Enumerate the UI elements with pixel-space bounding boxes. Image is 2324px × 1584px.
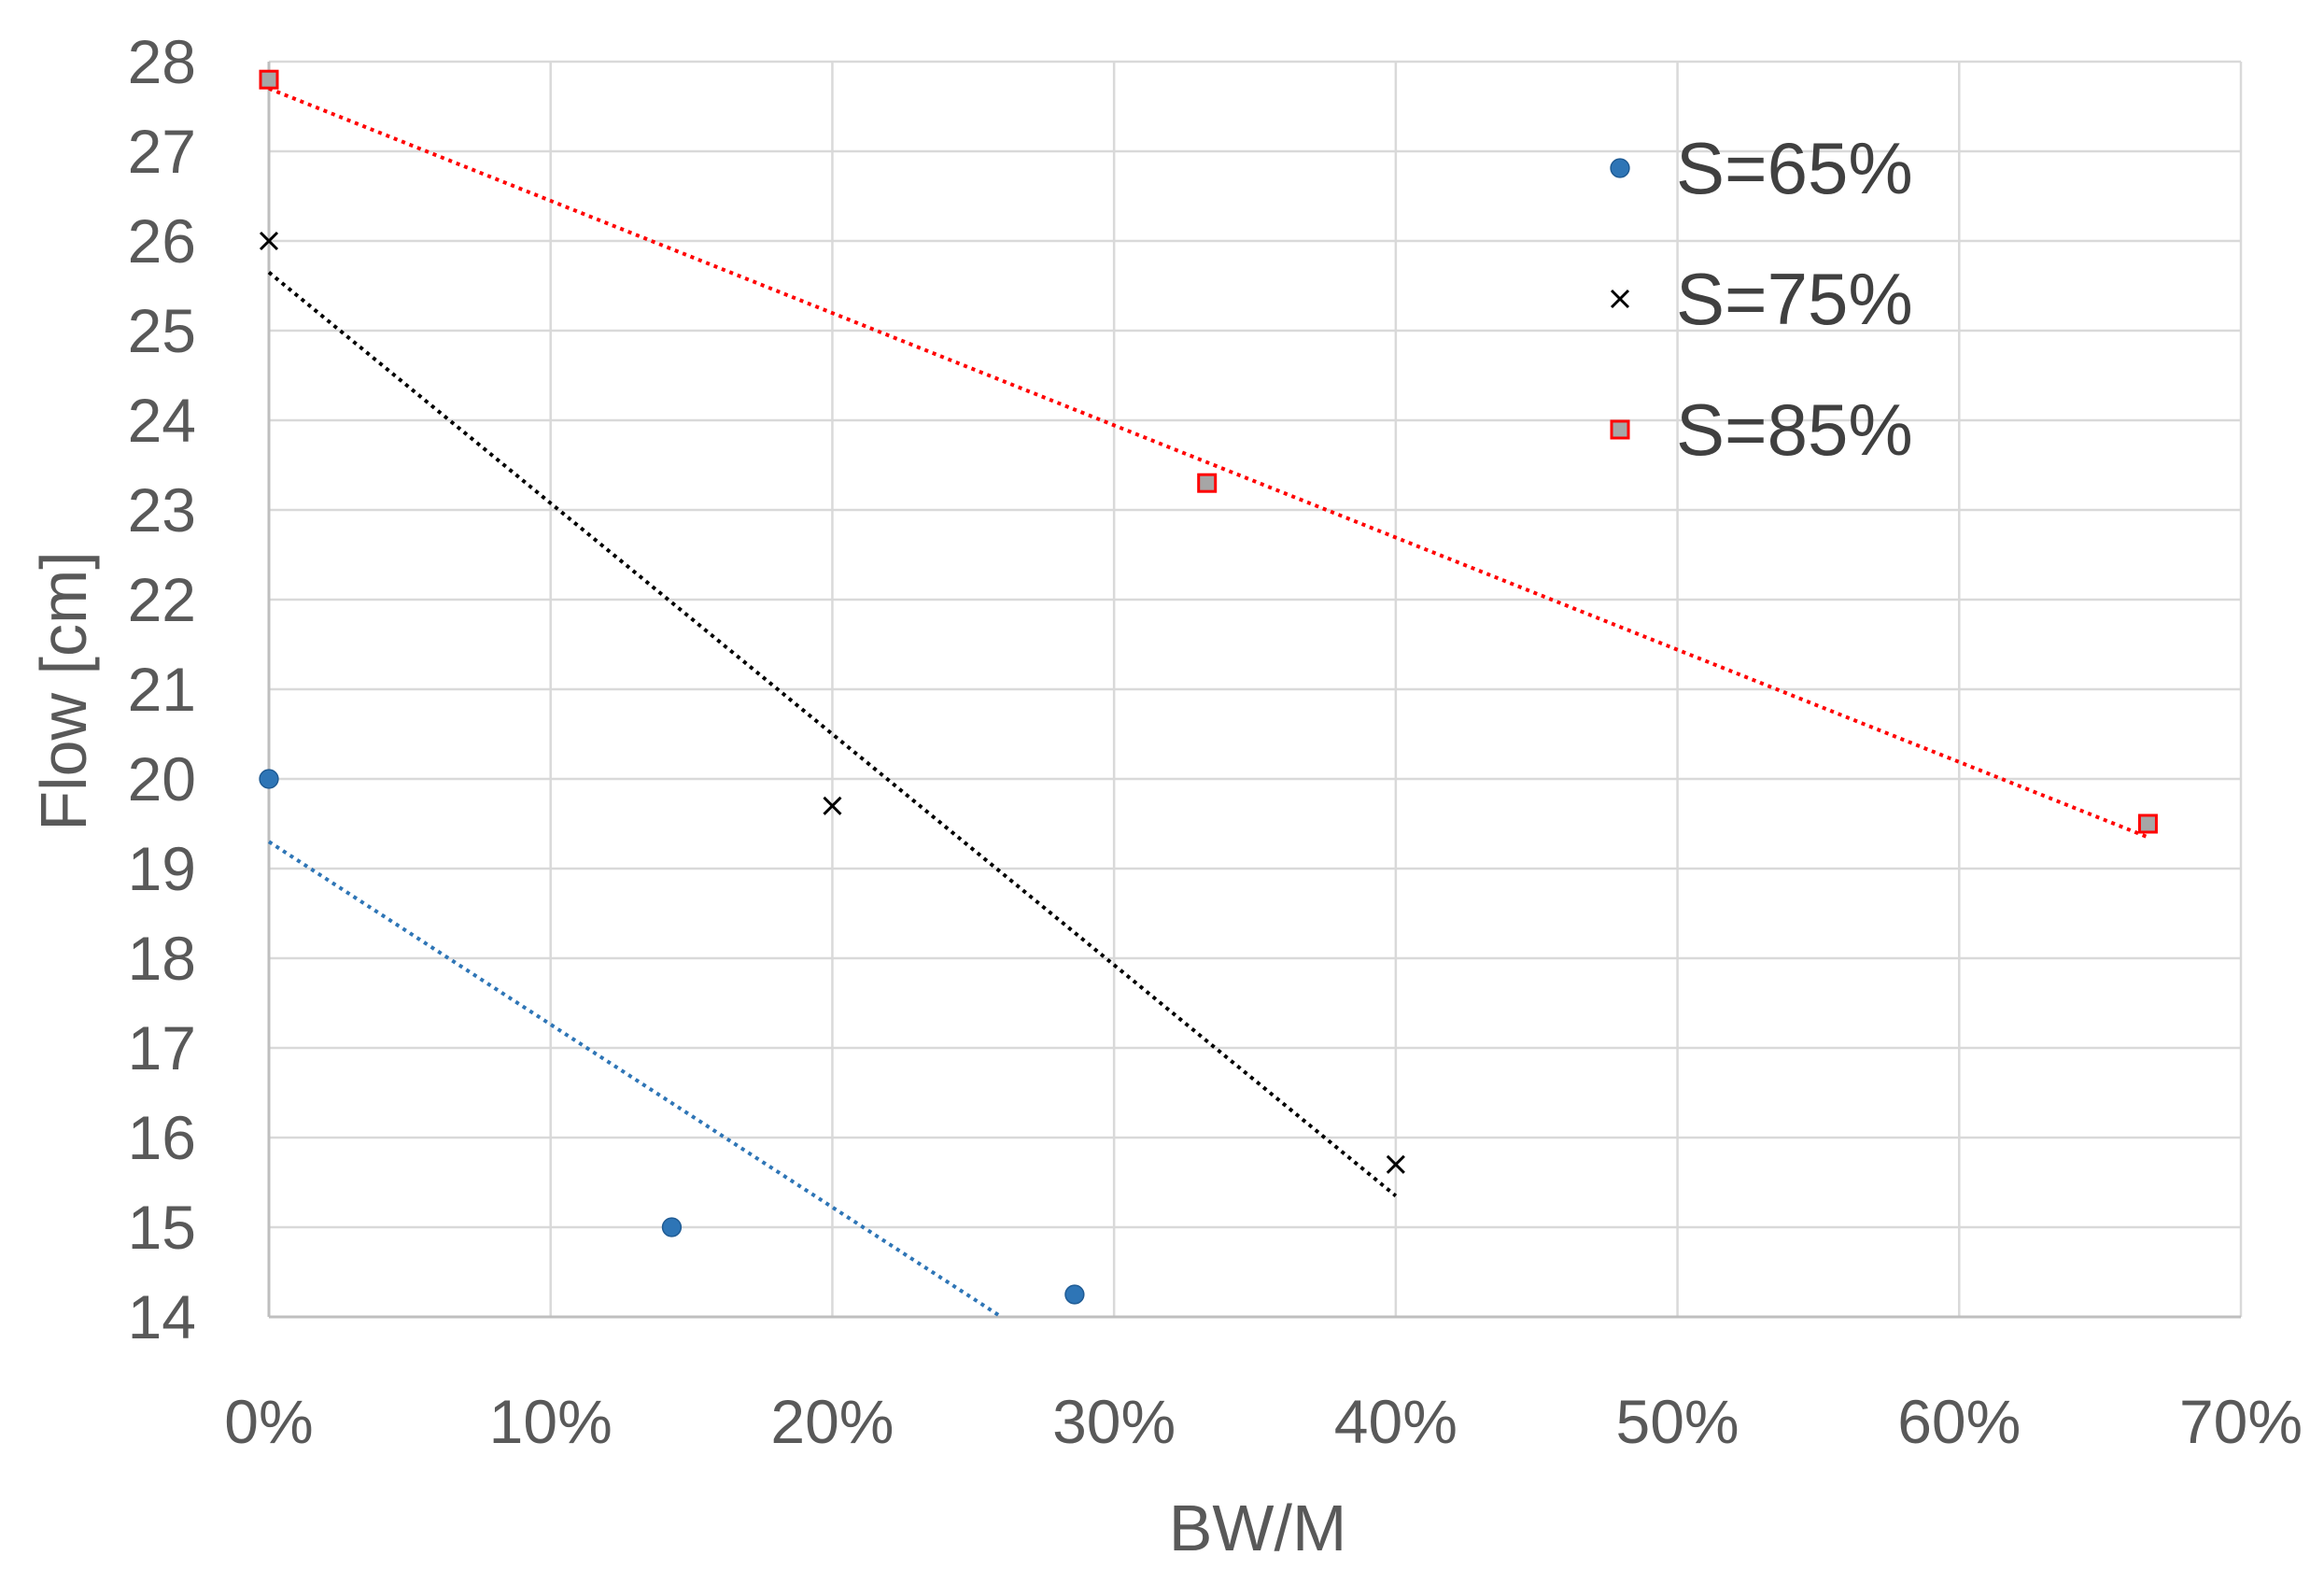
x-tick-label: 40%: [1334, 1387, 1458, 1456]
legend: S=65% S=75% S=85%: [1610, 127, 1913, 471]
x-tick-labels: 0% 10% 20% 30% 40% 50% 60% 70%: [224, 1387, 2303, 1456]
y-tick-label: 23: [128, 475, 196, 544]
trendline-series-3: [268, 86, 2149, 840]
trendlines: [267, 86, 2149, 1319]
data-point-series-3: [2137, 813, 2158, 834]
x-tick-label: 20%: [770, 1387, 894, 1456]
y-tick-label: 27: [128, 117, 196, 186]
y-tick-label: 25: [128, 296, 196, 365]
y-tick-label: 22: [128, 565, 196, 634]
data-point-series-2-stroke: [823, 796, 842, 815]
data-point-series-1: [1064, 1284, 1085, 1305]
data-point-series-3: [1197, 473, 1218, 493]
legend-label-series-2: S=75%: [1676, 258, 1913, 340]
x-tick-label: 70%: [2179, 1387, 2303, 1456]
data-point-series-2: [259, 231, 279, 251]
x-tick-label: 30%: [1052, 1387, 1176, 1456]
y-tick-label: 20: [128, 744, 196, 813]
y-tick-label: 16: [128, 1103, 196, 1172]
data-point-series-2-stroke: [1386, 1154, 1405, 1174]
x-tick-label: 50%: [1616, 1387, 1739, 1456]
data-point-series-1: [661, 1217, 683, 1238]
y-tick-label: 21: [128, 655, 196, 724]
y-tick-label: 24: [128, 386, 196, 455]
legend-marker-series-2-stroke: [1610, 289, 1630, 309]
x-tick-label: 60%: [1897, 1387, 2021, 1456]
x-tick-label: 0%: [224, 1387, 313, 1456]
y-tick-label: 19: [128, 834, 196, 903]
legend-marker-series-1: [1610, 158, 1630, 178]
legend-marker-series-3: [1610, 419, 1630, 440]
legend-label-series-1: S=65%: [1676, 127, 1913, 209]
y-tick-label: 14: [128, 1282, 196, 1351]
data-point-series-3: [259, 69, 279, 90]
legend-label-series-3: S=85%: [1676, 389, 1913, 471]
y-tick-label: 26: [128, 206, 196, 276]
y-tick-label: 17: [128, 1013, 196, 1082]
y-tick-label: 15: [128, 1193, 196, 1262]
data-point-series-1: [259, 769, 279, 789]
data-points: [259, 69, 2158, 1305]
y-tick-label: 28: [128, 27, 196, 96]
data-point-series-2-stroke: [259, 231, 279, 251]
y-tick-labels: 14 15 16 17 18 19 20 21 22 23 24 25 26 27 28: [128, 27, 196, 1351]
gridlines: [269, 60, 2243, 1317]
x-tick-label: 10%: [489, 1387, 613, 1456]
axes: [267, 62, 2241, 1319]
data-point-series-2: [1386, 1154, 1405, 1174]
y-tick-label: 18: [128, 924, 196, 993]
legend-marker-series-2: [1610, 289, 1630, 309]
y-axis-title: Flow [cm]: [27, 551, 100, 830]
x-axis-title: BW/M: [1169, 1492, 1347, 1564]
trendline-series-1: [267, 840, 1003, 1319]
data-point-series-2: [823, 796, 842, 815]
